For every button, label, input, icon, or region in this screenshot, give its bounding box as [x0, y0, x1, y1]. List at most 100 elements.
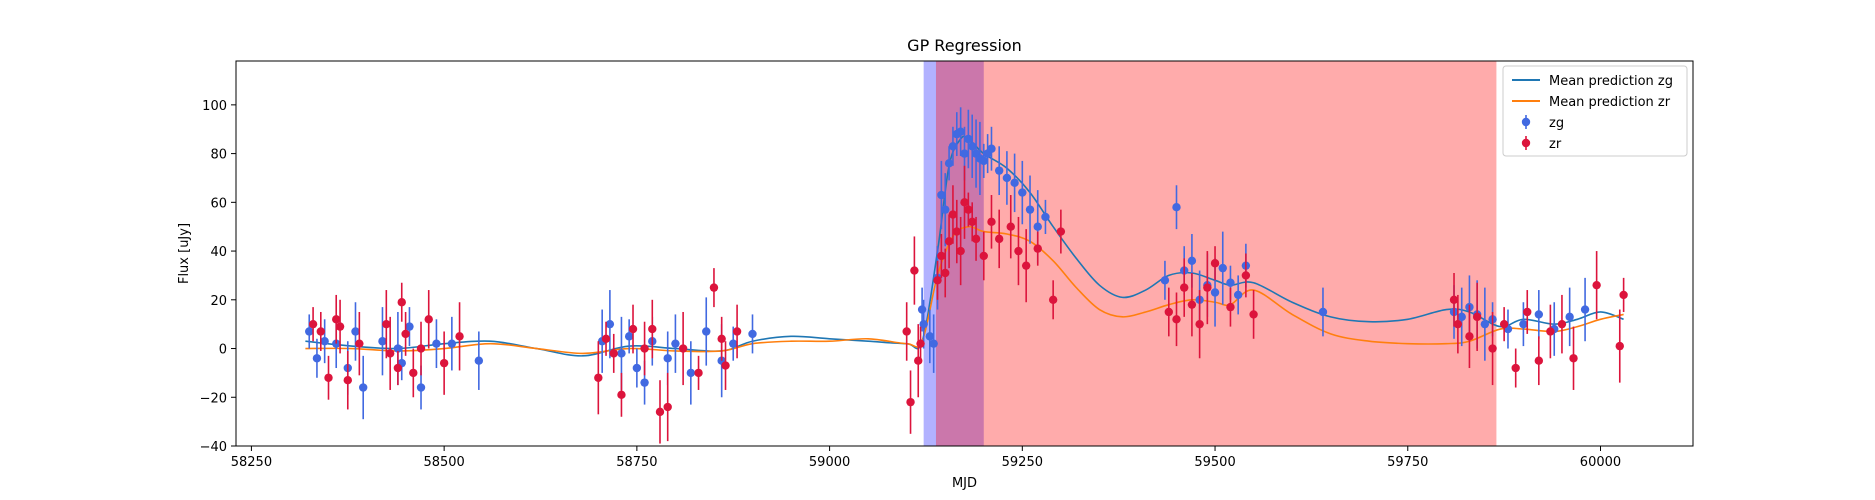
- zr-point: [987, 195, 996, 249]
- zg-point: [671, 314, 680, 373]
- zr-point: [1523, 290, 1532, 334]
- zg-marker: [617, 349, 626, 358]
- zg-point: [320, 319, 329, 364]
- zr-point: [994, 209, 1004, 269]
- zg-marker: [948, 142, 958, 151]
- legend-entry: Mean prediction zr: [1512, 95, 1671, 110]
- y-tick-label: 20: [210, 294, 227, 309]
- zr-point: [335, 299, 345, 354]
- zg-point: [1172, 185, 1181, 230]
- shaded-region-2: [935, 61, 1497, 446]
- zg-marker: [305, 327, 314, 336]
- zr-marker: [355, 339, 364, 348]
- zg-point: [919, 299, 928, 349]
- zr-marker: [944, 237, 954, 246]
- zg-marker: [1160, 276, 1170, 285]
- zg-point: [1160, 260, 1170, 300]
- zg-marker: [312, 354, 322, 363]
- zr-point: [1511, 348, 1520, 388]
- zg-point: [956, 107, 965, 157]
- zg-point: [1010, 153, 1019, 213]
- zr-marker: [424, 315, 433, 324]
- zg-point: [987, 126, 996, 171]
- zr-marker: [640, 344, 649, 353]
- zr-point: [385, 316, 395, 390]
- zr-point: [316, 311, 325, 351]
- zr-marker: [960, 198, 969, 207]
- zg-marker: [686, 368, 696, 378]
- y-tick-label: 100: [202, 99, 227, 114]
- zr-point: [332, 294, 341, 344]
- zg-point: [632, 348, 642, 388]
- zg-marker: [320, 337, 329, 346]
- zr-marker: [382, 319, 391, 329]
- x-tick-label: 58500: [423, 455, 464, 470]
- zr-point: [601, 321, 611, 356]
- zg-marker: [1172, 203, 1181, 212]
- zr-point: [308, 307, 318, 342]
- zr-marker: [902, 327, 911, 336]
- zr-marker: [964, 205, 973, 214]
- zr-marker: [678, 344, 688, 353]
- zr-marker: [987, 217, 996, 227]
- zr-point: [617, 372, 626, 417]
- y-tick-label: −20: [200, 391, 227, 406]
- zr-point: [709, 268, 719, 308]
- zr-marker: [601, 334, 611, 343]
- zg-point: [1233, 275, 1243, 315]
- zr-marker: [455, 332, 464, 341]
- chart-title: GP Regression: [907, 36, 1022, 55]
- zg-point: [686, 341, 696, 405]
- zr-marker: [1472, 312, 1482, 322]
- zr-marker: [1056, 227, 1066, 236]
- y-axis-ticks: −40 −20 0 20 40 60 80 100: [200, 99, 236, 455]
- zg-point: [994, 146, 1004, 196]
- zg-marker: [1218, 263, 1227, 273]
- zr-point: [1557, 294, 1567, 354]
- zr-point: [1249, 290, 1258, 339]
- shaded-regions: [923, 61, 1497, 446]
- zr-point: [721, 341, 730, 390]
- zg-point: [305, 314, 314, 349]
- zr-marker: [1180, 283, 1189, 292]
- zg-point: [351, 302, 360, 361]
- zr-marker: [971, 234, 981, 244]
- zr-point: [1499, 307, 1509, 342]
- zr-point: [393, 350, 403, 386]
- zg-marker: [1565, 312, 1574, 322]
- zg-marker: [1210, 288, 1220, 297]
- zr-point: [1172, 292, 1181, 347]
- x-tick-label: 59500: [1194, 455, 1235, 470]
- zg-marker: [929, 339, 938, 348]
- zr-marker: [1523, 307, 1532, 317]
- zg-marker: [351, 327, 360, 336]
- zr-point: [944, 214, 954, 269]
- zr-point: [1615, 309, 1624, 383]
- zg-point: [1002, 151, 1012, 205]
- zr-point: [678, 311, 688, 386]
- zr-point: [1203, 251, 1212, 325]
- zr-point: [439, 331, 449, 395]
- zg-point: [964, 109, 973, 169]
- zr-marker: [648, 324, 657, 334]
- x-tick-label: 58750: [616, 455, 657, 470]
- zg-marker: [941, 205, 950, 214]
- zg-point: [1534, 290, 1544, 339]
- zr-marker: [1210, 259, 1220, 268]
- zr-point: [1187, 272, 1197, 337]
- zr-marker: [906, 397, 915, 407]
- zr-marker: [385, 349, 395, 358]
- zg-point: [979, 143, 988, 178]
- zr-point: [1534, 336, 1544, 386]
- zg-point: [358, 355, 368, 420]
- zg-point: [378, 307, 387, 376]
- zr-point: [694, 355, 703, 390]
- zr-point: [906, 370, 915, 434]
- zr-marker: [594, 373, 603, 382]
- zr-marker: [1511, 363, 1520, 373]
- zr-marker: [393, 363, 403, 373]
- zr-point: [1226, 287, 1235, 327]
- zr-marker: [1241, 271, 1251, 280]
- zr-marker: [1546, 327, 1555, 336]
- zg-marker: [919, 319, 928, 329]
